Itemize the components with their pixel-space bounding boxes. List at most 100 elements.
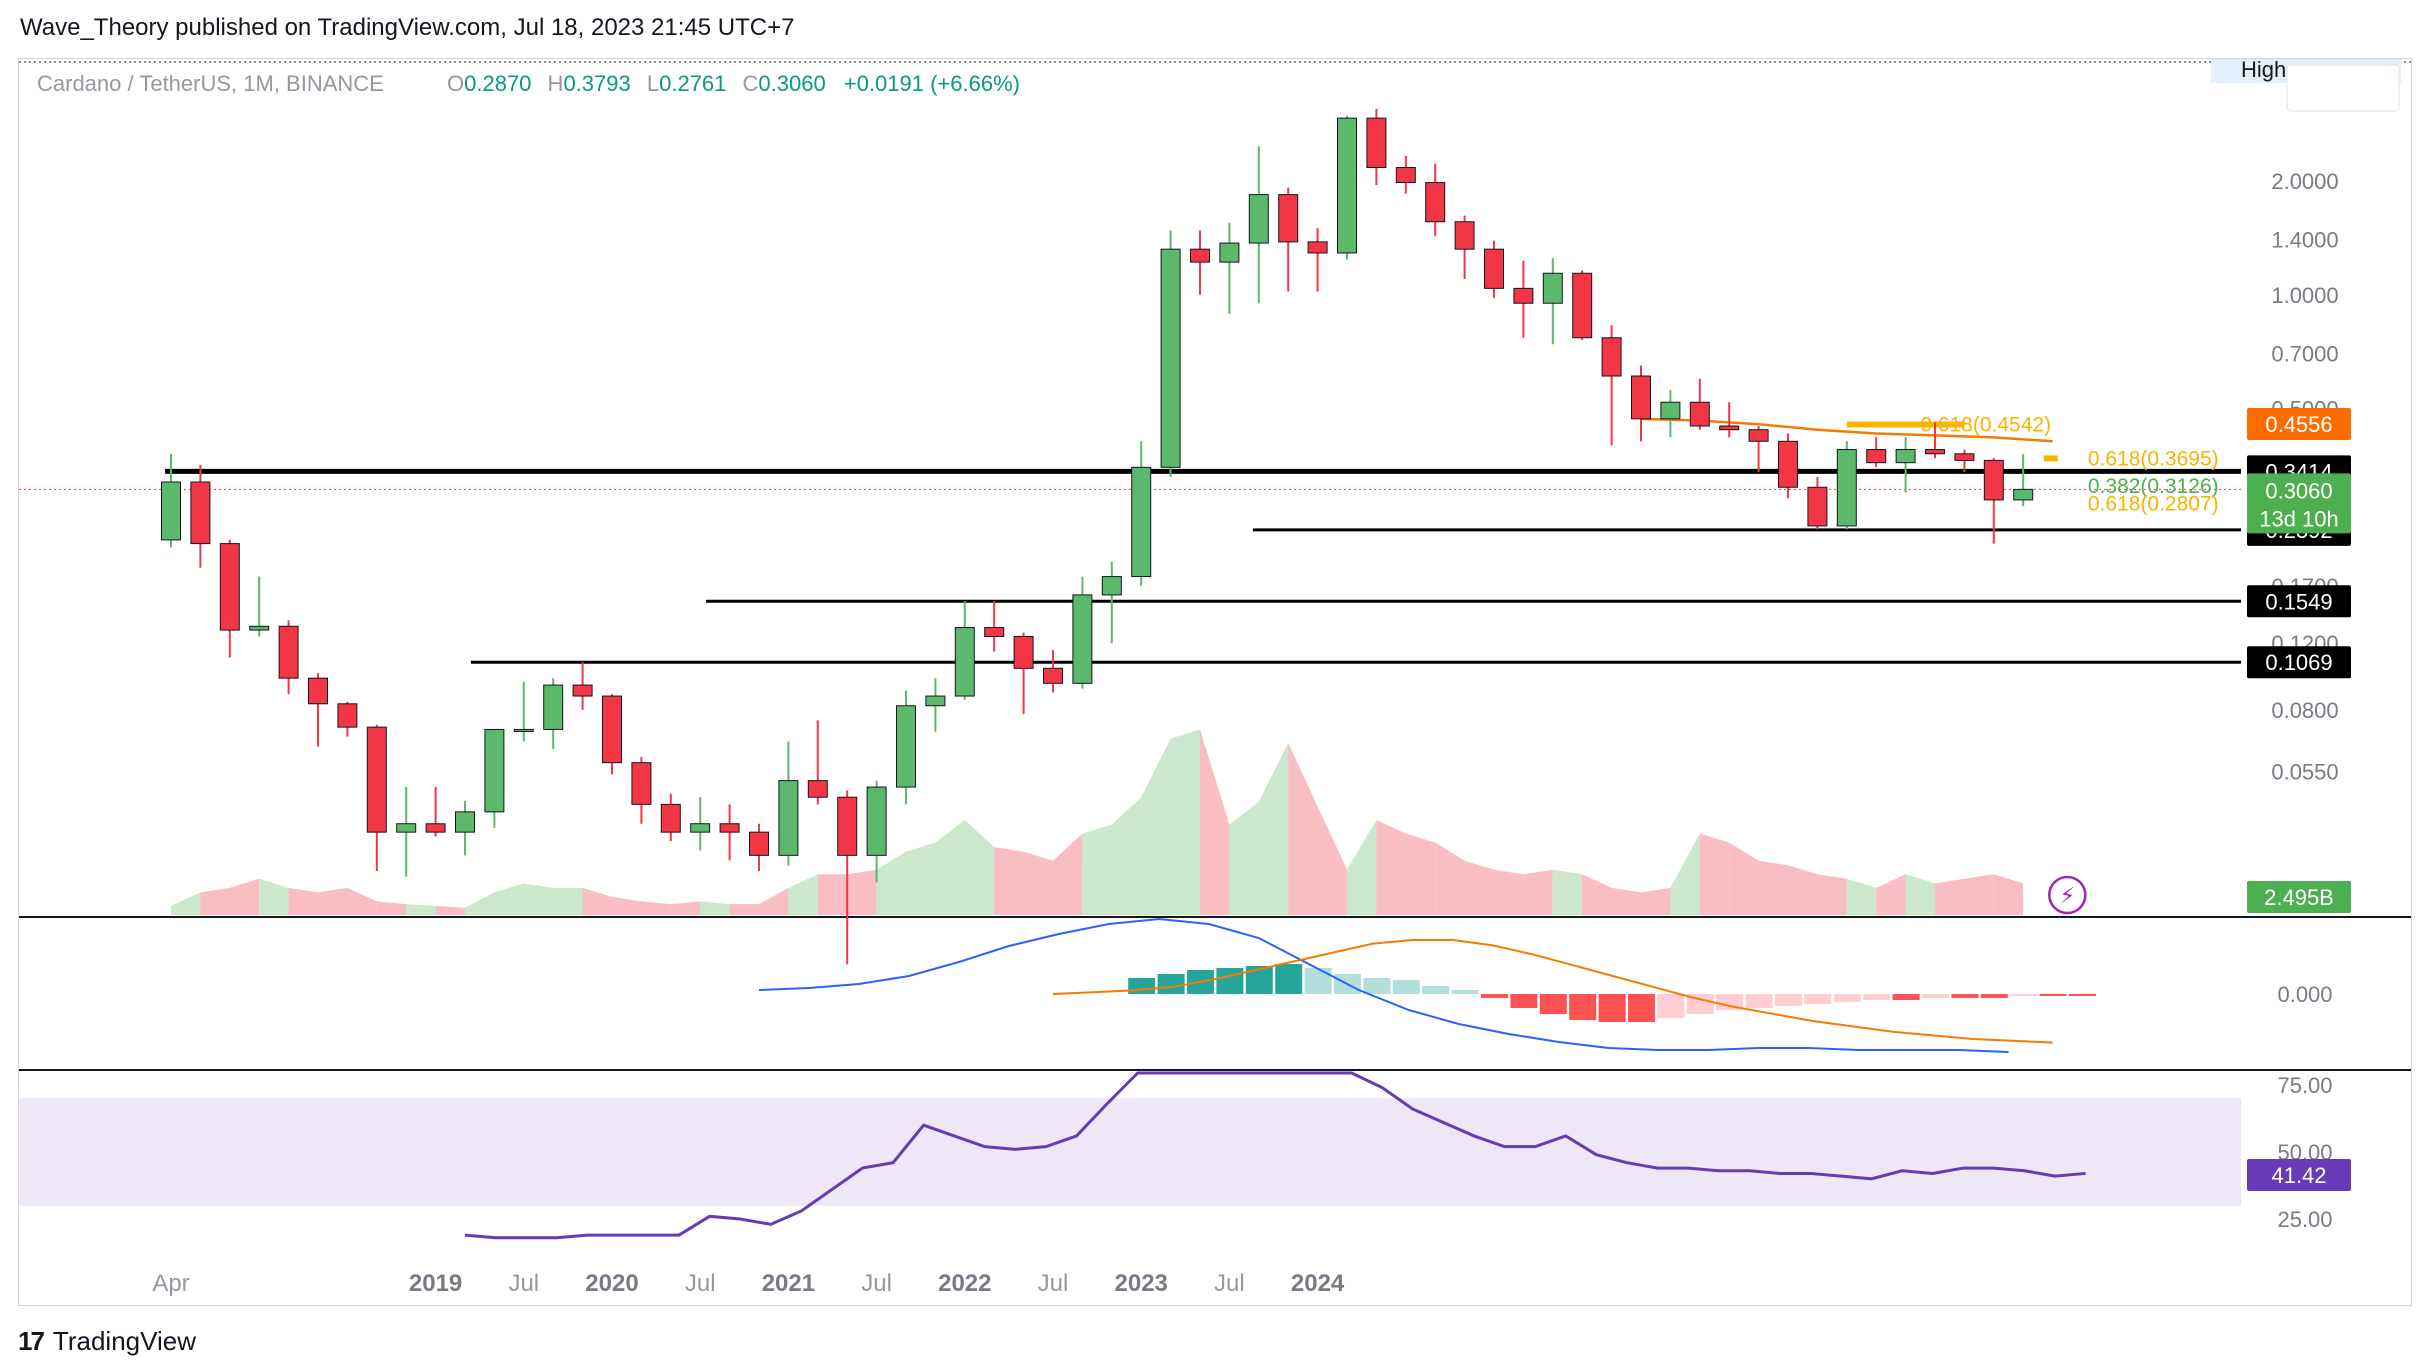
candle (2013, 454, 2034, 507)
last-price-tag: 0.3060 (2265, 478, 2332, 503)
candle (1190, 230, 1210, 295)
volume-segment (553, 887, 583, 915)
volume-segment (1523, 869, 1553, 915)
macd-histogram-bar (1304, 968, 1332, 994)
volume-segment (435, 905, 465, 915)
last-price-tag-bg (2247, 473, 2351, 534)
time-tick-label: 2021 (762, 1270, 815, 1297)
chart-frame: 0.618(0.4542) 0.618(0.3695) 0.382(0.3126) 0… (18, 58, 2412, 1306)
candle (249, 576, 270, 637)
volume-segment (1347, 820, 1377, 915)
time-tick-label: Apr (152, 1270, 189, 1297)
candle-body (954, 627, 975, 697)
volume-segment (229, 878, 260, 915)
macd-histogram-bar (1245, 966, 1273, 994)
candle (366, 724, 387, 871)
candle (631, 757, 652, 824)
macd-histogram-bar (1157, 974, 1185, 994)
time-axis: Apr 2019 Jul 2020 Jul 2021 Jul 2022 Jul 2023 Jul 20… (152, 1270, 1345, 1297)
candle (1131, 441, 1152, 586)
legend-o-label: O (447, 71, 464, 96)
candle (896, 690, 916, 805)
macd-histogram-bar (1716, 994, 1744, 1010)
candle (1160, 230, 1181, 477)
time-tick-label: 2020 (585, 1270, 638, 1297)
volume-segment (729, 904, 759, 915)
chart-canvas[interactable]: 0.618(0.4542)0.618(0.3695)0.382(0.3126)0… (19, 59, 2411, 1305)
volume-segment (1053, 833, 1083, 915)
macd-histogram-bar (1980, 994, 2008, 998)
candle-body (1895, 449, 1916, 464)
grid-layer (19, 61, 2411, 1071)
candle-body (1748, 429, 1769, 442)
ma-price-tag-bg (2247, 407, 2351, 440)
time-tick-label: 2022 (938, 1270, 991, 1297)
volume-segment (1464, 860, 1494, 915)
candle (1043, 650, 1063, 693)
candle (602, 694, 622, 775)
lightning-glyph-icon: ⚡ (2060, 883, 2075, 908)
candle (396, 787, 417, 877)
candle-body (1366, 117, 1387, 168)
candle (484, 728, 505, 828)
candle (690, 797, 711, 851)
macd-histogram-bar (1216, 968, 1244, 994)
volume-segment (318, 887, 348, 915)
volume-segment (994, 847, 1024, 915)
volume-segment (1023, 851, 1053, 915)
volume-segment (1141, 738, 1171, 915)
macd-histogram-bar (1539, 994, 1567, 1014)
volume-segment (876, 851, 906, 915)
volume-tag: 2.495B (2264, 885, 2334, 910)
candle-body (1425, 182, 1446, 223)
macd-histogram-bar (1686, 994, 1714, 1014)
candle (1807, 476, 1828, 530)
candle (1895, 437, 1916, 493)
candle-body (778, 780, 799, 856)
macd-histogram-bar (1951, 994, 1979, 998)
volume-segment (788, 874, 818, 915)
legend-ohlc: O0.2870 H0.3793 L0.2761 C0.3060 +0.0191 … (447, 71, 1020, 96)
macd-histogram-bar (1833, 994, 1861, 1002)
macd-histogram-bar (1128, 978, 1156, 994)
tradingview-logo-icon: 17 (18, 1326, 45, 1356)
volume-layer (171, 729, 2024, 915)
candles-layer (161, 108, 2034, 965)
volume-segment (612, 896, 642, 915)
rsi-tick-label: 25.00 (2277, 1207, 2332, 1232)
volume-segment (1935, 878, 1965, 915)
volume-segment (964, 820, 995, 915)
candle (1925, 422, 1945, 459)
candle-body (866, 786, 887, 856)
candle-body (190, 481, 211, 545)
macd-line (758, 917, 2009, 1053)
candle-body (1513, 287, 1534, 304)
candle-body (1778, 440, 1798, 488)
tradingview-footer[interactable]: 17 TradingView (18, 1326, 196, 1357)
volume-segment (465, 892, 495, 915)
price-tick-label: 2.0000 (2271, 169, 2338, 194)
candle-body (660, 803, 681, 833)
volume-segment (1758, 860, 1788, 915)
candle (1572, 270, 1593, 340)
candle-body (1660, 401, 1681, 420)
volume-tag-bg (2247, 881, 2351, 913)
macd-histogram-bar (1510, 994, 1538, 1008)
rsi-line (464, 1071, 2086, 1240)
volume-segment (1435, 842, 1465, 915)
volume-segment (641, 901, 671, 915)
candle (1748, 426, 1769, 473)
level-price-tag: 0.1069 (2265, 650, 2332, 675)
candle-body (1572, 272, 1593, 339)
candle-body (837, 796, 858, 856)
macd-histogram-bar (1392, 980, 1420, 994)
candle-body (249, 625, 270, 631)
macd-histogram-bar (1922, 994, 1949, 998)
volume-segment (670, 901, 701, 915)
candle (1366, 108, 1387, 186)
candle (837, 790, 858, 965)
levels-layer: 0.618(0.4542) 0.618(0.3695) 0.382(0.3126)0… (19, 413, 2241, 664)
candle (1660, 390, 1681, 438)
level-price-tag-bg (2247, 585, 2351, 618)
macd-histogram-bar (1451, 990, 1479, 994)
